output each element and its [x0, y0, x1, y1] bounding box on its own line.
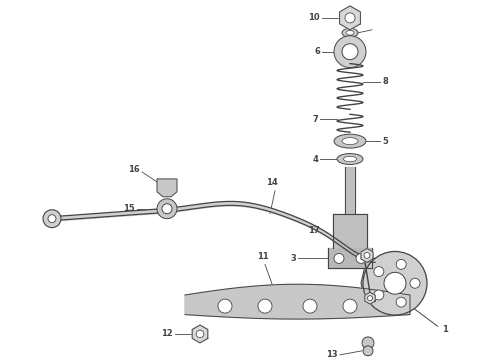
Ellipse shape	[343, 156, 357, 162]
Text: 17: 17	[308, 226, 320, 235]
Circle shape	[345, 13, 355, 23]
Polygon shape	[162, 204, 172, 214]
Circle shape	[364, 252, 370, 258]
Circle shape	[363, 346, 373, 356]
Text: 14: 14	[266, 178, 278, 187]
Text: 16: 16	[128, 166, 140, 175]
Polygon shape	[361, 248, 373, 262]
Circle shape	[396, 260, 406, 269]
Circle shape	[362, 337, 374, 349]
Circle shape	[374, 267, 384, 276]
Circle shape	[368, 296, 372, 301]
Text: 12: 12	[161, 329, 173, 338]
Circle shape	[410, 278, 420, 288]
Circle shape	[303, 299, 317, 313]
Polygon shape	[365, 292, 375, 304]
Text: 10: 10	[308, 13, 320, 22]
Text: 7: 7	[312, 115, 318, 124]
Polygon shape	[157, 199, 177, 219]
Circle shape	[334, 253, 344, 264]
Text: 4: 4	[312, 154, 318, 163]
Circle shape	[43, 210, 61, 228]
Circle shape	[396, 297, 406, 307]
Text: 6: 6	[314, 47, 320, 56]
Ellipse shape	[342, 28, 358, 37]
Text: 11: 11	[257, 252, 269, 261]
Text: 5: 5	[382, 137, 388, 146]
Ellipse shape	[337, 154, 363, 165]
Circle shape	[363, 252, 427, 315]
Text: 1: 1	[442, 325, 448, 334]
Circle shape	[196, 330, 204, 338]
Circle shape	[356, 253, 366, 264]
Polygon shape	[361, 256, 380, 305]
Polygon shape	[185, 284, 410, 319]
Circle shape	[343, 299, 357, 313]
Ellipse shape	[342, 138, 358, 145]
Circle shape	[48, 215, 56, 222]
Text: 2: 2	[340, 221, 346, 230]
Polygon shape	[157, 179, 177, 197]
Polygon shape	[334, 36, 366, 68]
Circle shape	[258, 299, 272, 313]
Text: 3: 3	[290, 254, 296, 263]
Circle shape	[374, 290, 384, 300]
Circle shape	[218, 299, 232, 313]
Polygon shape	[342, 44, 358, 60]
Circle shape	[384, 272, 406, 294]
Ellipse shape	[334, 134, 366, 148]
Polygon shape	[192, 325, 208, 343]
Ellipse shape	[346, 31, 354, 35]
Text: 15: 15	[123, 204, 135, 213]
Text: 13: 13	[326, 350, 338, 359]
Polygon shape	[340, 6, 360, 30]
Text: 8: 8	[382, 77, 388, 86]
